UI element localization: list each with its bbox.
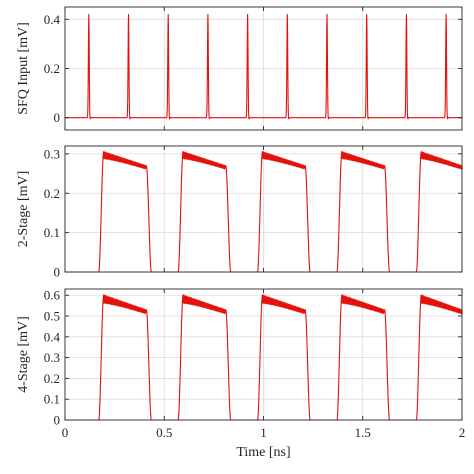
y-axis-label: 4-Stage [mV] — [16, 316, 31, 393]
y-tick-label: 0.2 — [44, 371, 60, 386]
panel-1: 0 0.2 0.4 SFQ Input [mV] — [16, 6, 463, 131]
y-tick-label: 0 — [54, 265, 61, 280]
panel-2: 0 0.1 0.2 0.3 2-Stage [mV] — [16, 145, 463, 280]
panel-3: 0 0.1 0.2 0.3 0.4 0.5 0.6 0 0.5 1 1.5 2 4-Stage [mV]… — [16, 288, 465, 460]
x-tick-label: 2 — [459, 425, 466, 440]
y-tick-label: 0.4 — [44, 329, 61, 344]
y-tick-label: 0 — [54, 413, 61, 428]
y-tick-label: 0.6 — [44, 288, 61, 303]
y-axis-label: 2-Stage [mV] — [16, 171, 31, 248]
y-tick-label: 0.1 — [44, 392, 60, 407]
y-axis-label: SFQ Input [mV] — [16, 22, 31, 115]
x-tick-label: 0.5 — [156, 425, 172, 440]
y-tick-label: 0.4 — [44, 12, 61, 27]
y-tick-label: 0.3 — [44, 146, 60, 161]
series-line — [64, 13, 463, 120]
x-axis-label: Time [ns] — [236, 445, 290, 460]
x-tick-label: 1.5 — [355, 425, 371, 440]
y-tick-label: 0 — [54, 110, 61, 125]
y-tick-label: 0.1 — [44, 225, 60, 240]
y-tick-label: 0.5 — [44, 309, 60, 324]
x-tick-label: 1 — [260, 425, 267, 440]
y-tick-label: 0.2 — [44, 61, 60, 76]
y-tick-label: 0.2 — [44, 186, 60, 201]
y-tick-label: 0.3 — [44, 350, 60, 365]
x-tick-label: 0 — [62, 425, 69, 440]
